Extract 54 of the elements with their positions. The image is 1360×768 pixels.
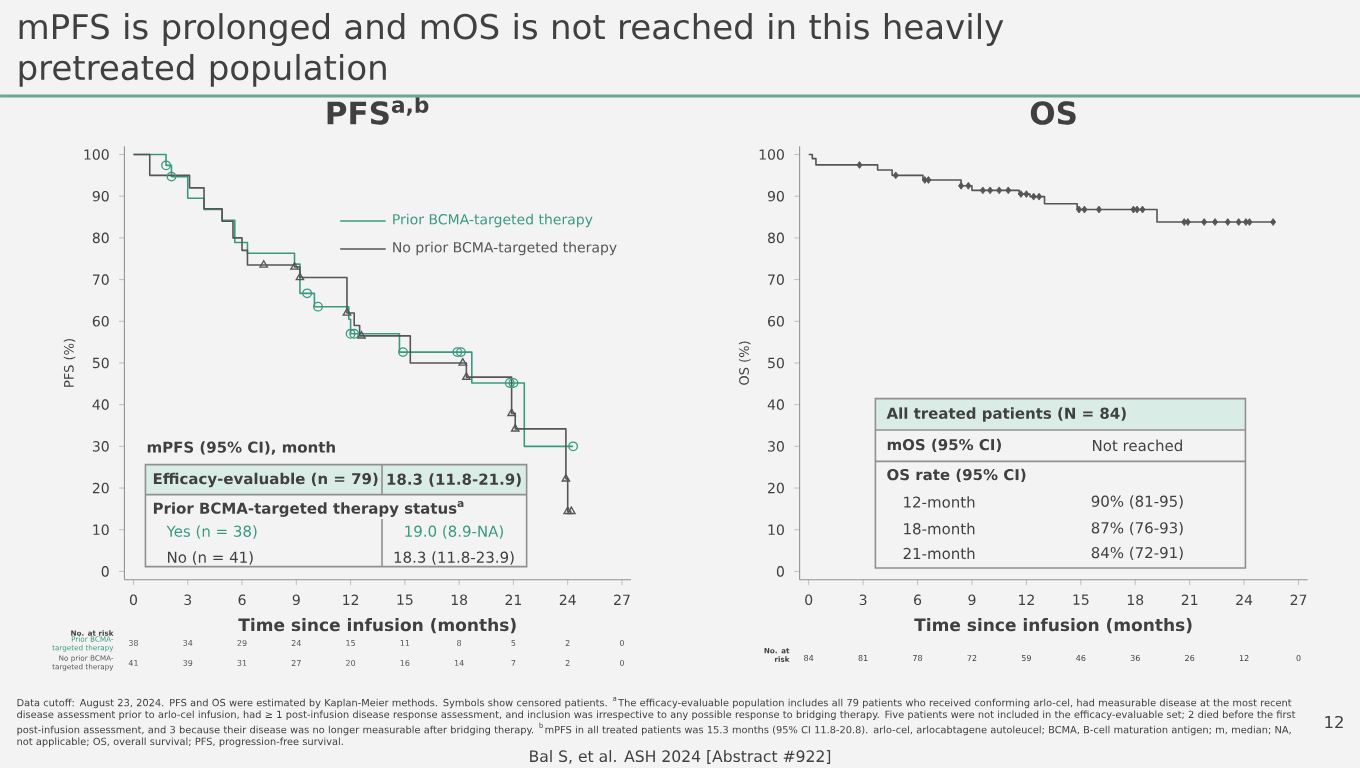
point [856,161,863,169]
point [166,171,177,182]
point [342,308,352,316]
x-axis-title: Time since infusion (months) [238,618,516,634]
x-axis-title: Time since infusion (months) [914,618,1192,634]
point [1139,205,1146,214]
point [1081,205,1088,214]
text: mPFS is prolonged and mOS is not reached in this heavily pretreated population [19,13,1004,87]
point [510,423,520,432]
point [398,347,408,358]
point [1212,218,1219,226]
point [1270,218,1277,226]
point [979,186,986,195]
point [507,408,516,417]
point [1030,192,1037,201]
point [313,301,323,312]
point [561,473,571,482]
point [925,176,932,184]
point [1201,218,1208,226]
point [1005,186,1012,195]
point [452,347,463,358]
chart-title: OS [1030,101,1076,125]
point [996,186,1003,195]
point [357,330,366,339]
point [345,328,356,339]
point [958,181,965,190]
point [1246,218,1253,226]
point [1134,205,1141,214]
point [349,328,360,339]
point [462,372,471,380]
point [259,260,269,268]
point [504,378,515,388]
point [508,378,519,388]
point [1130,205,1137,214]
point [892,171,899,180]
point [921,176,928,184]
point [965,181,972,190]
point [458,358,468,366]
point [302,288,313,299]
point [1036,192,1043,201]
point [295,272,305,281]
point [1095,205,1102,214]
point [987,186,994,195]
point [161,160,171,171]
point [1017,190,1024,198]
point [290,262,299,270]
text: 12 [1325,715,1343,729]
point [456,347,466,358]
point [1023,190,1030,198]
point [1224,218,1231,226]
point [1242,218,1249,226]
chart-title: PFS$^{a,b}$ [327,96,429,125]
point [1076,205,1082,214]
point [1235,218,1242,226]
